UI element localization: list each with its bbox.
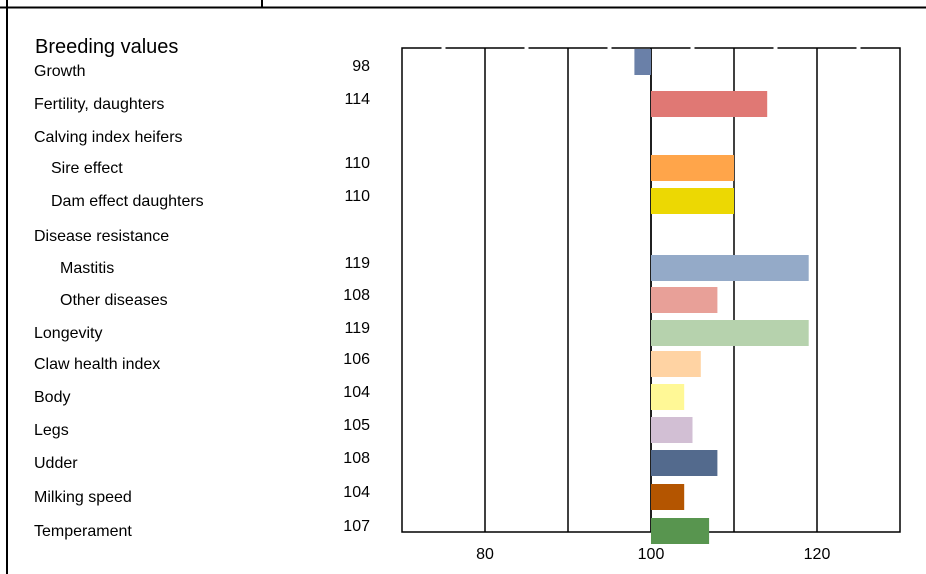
x-tick-labels: 80 100 120 bbox=[476, 546, 830, 563]
bar-udder bbox=[651, 450, 718, 476]
row-label-milking-speed: Milking speed bbox=[34, 489, 132, 506]
row-value-claw-health-index: 106 bbox=[343, 351, 370, 368]
row-label-legs: Legs bbox=[34, 422, 69, 439]
row-value-dam-effect-daughters: 110 bbox=[344, 188, 370, 205]
bar-mastitis bbox=[651, 255, 809, 281]
bar-milking-speed bbox=[651, 484, 685, 510]
row-value-milking-speed: 104 bbox=[343, 484, 370, 501]
row-value-sire-effect: 110 bbox=[344, 155, 370, 172]
bar-body bbox=[651, 384, 685, 410]
bar-claw-health-index bbox=[651, 351, 701, 377]
row-value-temperament: 107 bbox=[343, 518, 370, 535]
bar-fertility-daughters bbox=[651, 91, 768, 117]
bar-dam-effect-daughters bbox=[651, 188, 734, 214]
row-label-udder: Udder bbox=[34, 455, 78, 472]
x-tick-100: 100 bbox=[638, 546, 665, 563]
bar-legs bbox=[651, 417, 693, 443]
row-label-longevity: Longevity bbox=[34, 325, 103, 342]
row-value-legs: 105 bbox=[343, 417, 370, 434]
row-value-body: 104 bbox=[343, 384, 370, 401]
row-value-fertility-daughters: 114 bbox=[344, 91, 370, 108]
row-label-temperament: Temperament bbox=[34, 523, 132, 540]
row-label-claw-health-index: Claw health index bbox=[34, 356, 161, 373]
row-label-sire-effect: Sire effect bbox=[51, 160, 123, 177]
row-value-longevity: 119 bbox=[344, 320, 370, 337]
chart-bars bbox=[634, 49, 809, 544]
row-label-fertility-daughters: Fertility, daughters bbox=[34, 96, 165, 113]
bar-temperament bbox=[651, 518, 710, 544]
row-label-calving-index-heifers: Calving index heifers bbox=[34, 129, 183, 146]
row-label-mastitis: Mastitis bbox=[60, 260, 115, 277]
x-tick-120: 120 bbox=[804, 546, 831, 563]
x-tick-80: 80 bbox=[476, 546, 494, 563]
row-label-dam-effect-daughters: Dam effect daughters bbox=[51, 193, 204, 210]
bar-sire-effect bbox=[651, 155, 734, 181]
row-value-udder: 108 bbox=[343, 450, 370, 467]
row-label-other-diseases: Other diseases bbox=[60, 292, 168, 309]
row-label-body: Body bbox=[34, 389, 71, 406]
bar-other-diseases bbox=[651, 287, 718, 313]
row-label-disease-resistance: Disease resistance bbox=[34, 228, 170, 245]
bar-growth bbox=[634, 49, 651, 75]
row-value-other-diseases: 108 bbox=[343, 287, 370, 304]
chart-title: Breeding values bbox=[35, 36, 179, 58]
row-value-mastitis: 119 bbox=[344, 255, 370, 272]
row-label-growth: Growth bbox=[34, 63, 86, 80]
bar-longevity bbox=[651, 320, 809, 346]
row-value-growth: 98 bbox=[352, 58, 370, 75]
